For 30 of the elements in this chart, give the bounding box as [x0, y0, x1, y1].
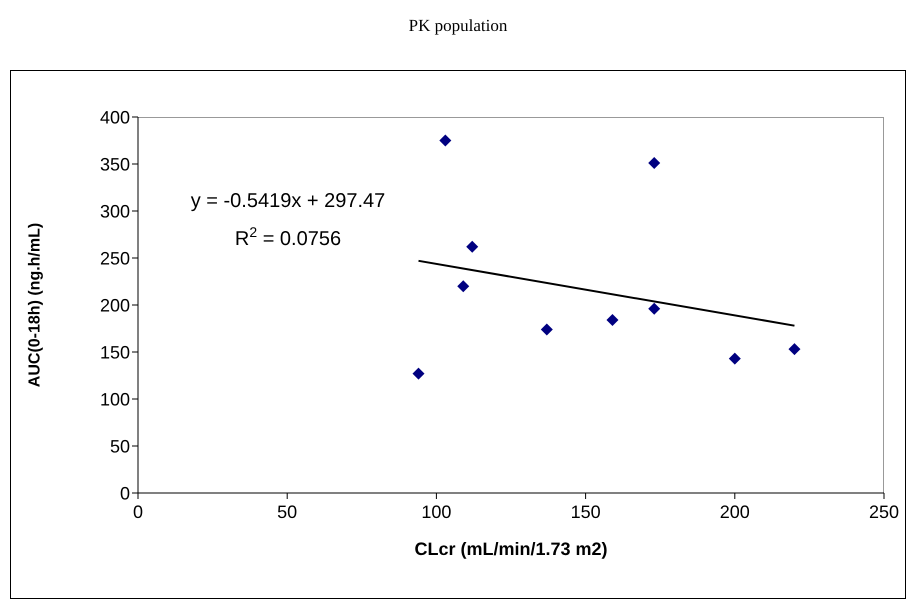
x-tick-label: 200: [720, 502, 750, 522]
point: [606, 314, 618, 326]
point: [466, 240, 478, 253]
y-tick-label: 0: [120, 483, 130, 504]
point: [439, 134, 452, 146]
y-tick-label: 150: [100, 342, 130, 362]
y-tick-label: 300: [100, 201, 130, 222]
point: [728, 352, 741, 365]
point: [540, 323, 553, 336]
x-tick-label: 0: [132, 502, 144, 522]
point: [412, 368, 424, 380]
x-tick-label: 250: [868, 502, 900, 522]
y-axis-title: AUC(0-18h) (ng.h/mL): [26, 222, 44, 388]
y-tick-label: 350: [100, 154, 130, 174]
y-tick-label: 50: [110, 436, 130, 456]
y-tick-label: 200: [100, 295, 130, 316]
chart-title: PK population: [408, 16, 508, 36]
annotation: R$^{2}$ = 0.0756: [234, 224, 342, 250]
y-tick-label: 400: [100, 107, 130, 128]
point: [648, 157, 660, 170]
point: [788, 343, 800, 356]
point: [648, 302, 660, 315]
x-tick-label: 50: [277, 502, 298, 522]
x-tick-label: 150: [570, 502, 601, 522]
x-axis-title: CLcr (mL/min/1.73 m2): [414, 539, 608, 559]
x-tick-label: 100: [421, 502, 452, 522]
y-tick-label: 250: [100, 248, 130, 268]
point: [457, 280, 470, 292]
y-tick-label: 100: [100, 389, 130, 410]
annotation: y = -0.5419x + 297.47: [190, 190, 386, 212]
